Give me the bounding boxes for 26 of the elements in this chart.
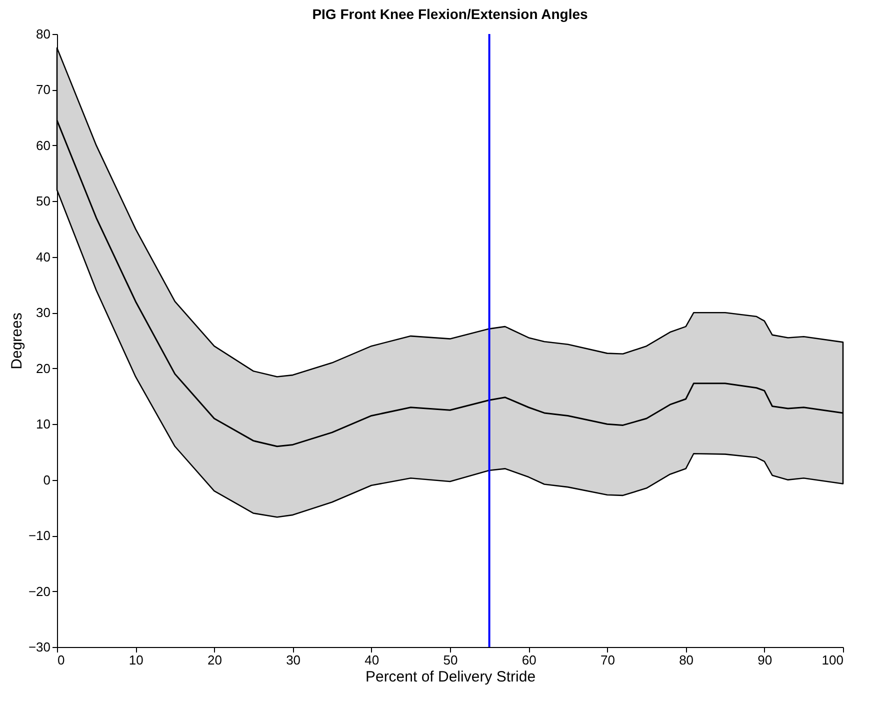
x-tick-label: 70: [600, 652, 615, 668]
y-tick-label: −10: [28, 528, 50, 544]
y-tick-label: 70: [36, 82, 50, 98]
x-tick-label: 100: [822, 652, 844, 668]
y-tick-label: 60: [36, 138, 50, 153]
y-tick-label: −30: [28, 640, 50, 654]
y-tick-label: 20: [36, 360, 50, 376]
x-tick-label: 90: [758, 652, 772, 668]
x-tick-label: 0: [58, 652, 65, 668]
y-tick-label: 80: [36, 26, 50, 42]
chart-title: PIG Front Knee Flexion/Extension Angles: [312, 6, 588, 22]
x-tick-label: 40: [364, 652, 380, 668]
y-tick-label: −20: [28, 584, 50, 599]
y-axis-title: Degrees: [8, 312, 26, 370]
x-tick-label: 50: [443, 652, 458, 668]
x-tick-label: 10: [128, 652, 144, 668]
x-tick-label: 60: [522, 652, 536, 668]
y-tick-label: 50: [36, 194, 50, 209]
x-tick-label: 80: [679, 652, 694, 668]
y-tick-label: 10: [36, 416, 50, 432]
y-tick-label: 40: [36, 249, 50, 264]
x-tick-label: 30: [286, 652, 301, 668]
x-tick-label: 20: [207, 652, 222, 668]
x-axis-title: Percent of Delivery Stride: [365, 668, 536, 686]
y-tick-label: 30: [36, 305, 50, 320]
y-tick-label: 0: [43, 472, 50, 488]
